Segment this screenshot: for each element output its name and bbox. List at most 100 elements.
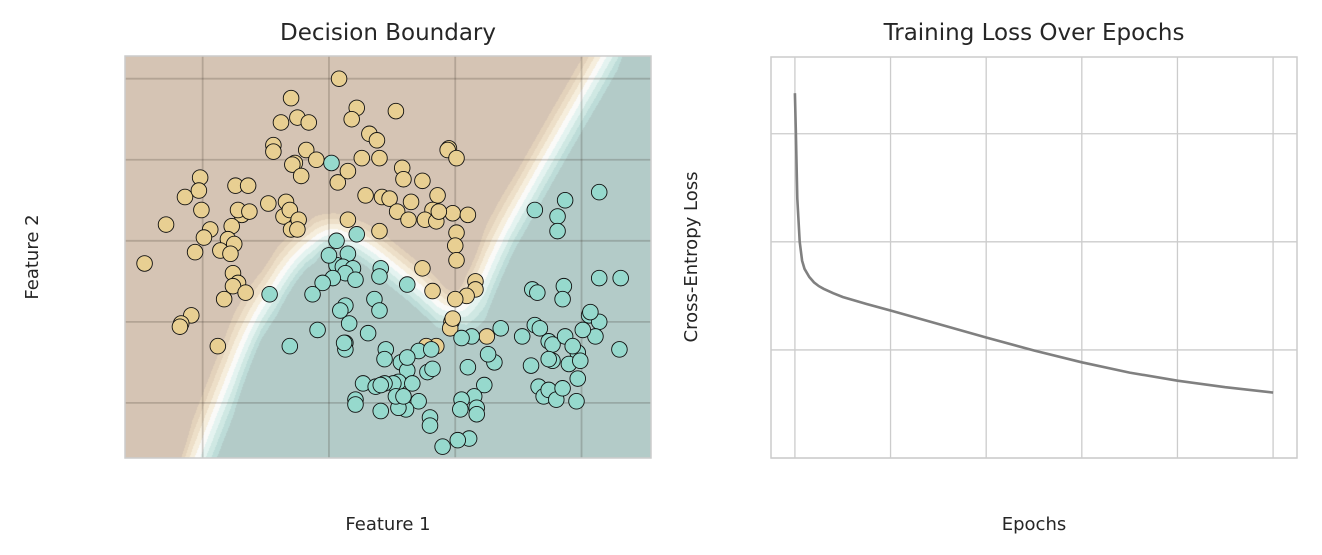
class-1-point — [522, 357, 540, 374]
class-0-point — [368, 132, 386, 149]
class-0-point — [272, 114, 290, 131]
class-1-point — [314, 274, 331, 292]
class-1-point — [404, 375, 421, 392]
class-1-point — [582, 303, 599, 321]
class-1-point — [395, 388, 412, 405]
class-1-point — [320, 247, 338, 264]
left-y-axis-label: Feature 2 — [22, 214, 43, 299]
class-1-point — [323, 154, 340, 172]
class-0-point — [446, 290, 464, 308]
class-1-point — [572, 352, 589, 369]
class-0-point — [381, 190, 398, 207]
class-1-point — [340, 315, 358, 332]
class-0-point — [353, 149, 371, 167]
right-grid — [771, 57, 1297, 459]
class-1-point — [468, 405, 485, 423]
class-0-point — [292, 167, 310, 185]
class-1-point — [421, 417, 439, 434]
class-0-point — [190, 182, 208, 199]
class-0-point — [478, 328, 496, 345]
class-1-point — [554, 290, 571, 308]
class-1-point — [590, 269, 608, 287]
class-0-point — [330, 70, 348, 87]
left-chart-title: Decision Boundary — [280, 20, 496, 46]
class-1-point — [459, 358, 477, 376]
class-0-point — [424, 282, 441, 300]
class-1-point — [372, 376, 389, 394]
class-0-point — [239, 177, 257, 194]
class-0-point — [446, 237, 464, 254]
class-0-point — [448, 251, 465, 269]
class-1-point — [281, 337, 299, 355]
class-0-point — [459, 206, 477, 224]
class-0-point — [157, 216, 175, 233]
class-1-point — [261, 286, 278, 303]
class-0-point — [282, 89, 300, 107]
class-0-point — [308, 151, 325, 168]
class-0-point — [414, 260, 431, 277]
class-0-point — [430, 203, 448, 220]
class-0-point — [289, 221, 306, 238]
class-1-point — [513, 328, 531, 345]
class-1-point — [399, 276, 416, 293]
class-1-point — [399, 349, 416, 366]
class-1-point — [531, 320, 549, 337]
class-0-point — [388, 203, 406, 220]
class-0-point — [193, 201, 210, 219]
class-1-point — [328, 232, 345, 250]
class-1-point — [410, 393, 427, 410]
class-1-point — [452, 401, 469, 418]
class-0-point — [241, 203, 258, 220]
class-0-point — [195, 229, 213, 246]
class-1-point — [568, 393, 585, 410]
class-0-point — [222, 245, 239, 263]
class-1-point — [304, 286, 321, 303]
class-1-point — [479, 346, 497, 363]
class-0-point — [339, 211, 357, 228]
class-0-point — [215, 290, 233, 308]
class-1-point — [372, 402, 389, 420]
class-0-point — [265, 143, 282, 160]
class-1-point — [347, 271, 364, 288]
class-1-point — [424, 360, 441, 378]
class-1-point — [347, 396, 364, 413]
scatter-points — [136, 70, 629, 455]
class-0-point — [444, 204, 461, 222]
class-1-point — [556, 192, 574, 209]
class-1-point — [540, 350, 557, 368]
class-0-point — [395, 170, 412, 188]
class-1-point — [309, 321, 326, 339]
class-0-point — [400, 211, 417, 228]
class-1-point — [371, 302, 388, 319]
class-1-point — [423, 341, 440, 358]
class-0-point — [448, 149, 465, 167]
class-1-point — [611, 341, 628, 358]
class-0-point — [136, 255, 153, 272]
right-chart-title: Training Loss Over Epochs — [883, 20, 1185, 46]
class-1-point — [554, 380, 571, 397]
class-1-point — [574, 321, 592, 339]
class-1-point — [434, 438, 451, 455]
class-0-point — [387, 102, 405, 120]
class-0-point — [414, 172, 431, 190]
class-1-point — [453, 329, 470, 347]
class-0-point — [329, 174, 347, 191]
right-axes-frame — [770, 56, 1298, 459]
class-1-point — [564, 337, 581, 355]
right-y-axis-label: Cross-Entropy Loss — [681, 172, 702, 343]
left-axes-frame — [124, 55, 652, 459]
class-1-point — [590, 183, 608, 201]
class-0-point — [260, 195, 277, 212]
class-1-point — [332, 302, 349, 319]
class-1-point — [335, 334, 353, 352]
right-x-axis-label: Epochs — [1002, 514, 1067, 535]
class-1-point — [359, 324, 377, 342]
class-1-point — [549, 222, 566, 240]
class-0-point — [371, 149, 388, 167]
class-0-point — [176, 188, 194, 206]
class-1-point — [376, 350, 393, 368]
class-1-point — [569, 370, 587, 387]
class-0-point — [186, 243, 204, 261]
class-0-point — [237, 284, 254, 301]
